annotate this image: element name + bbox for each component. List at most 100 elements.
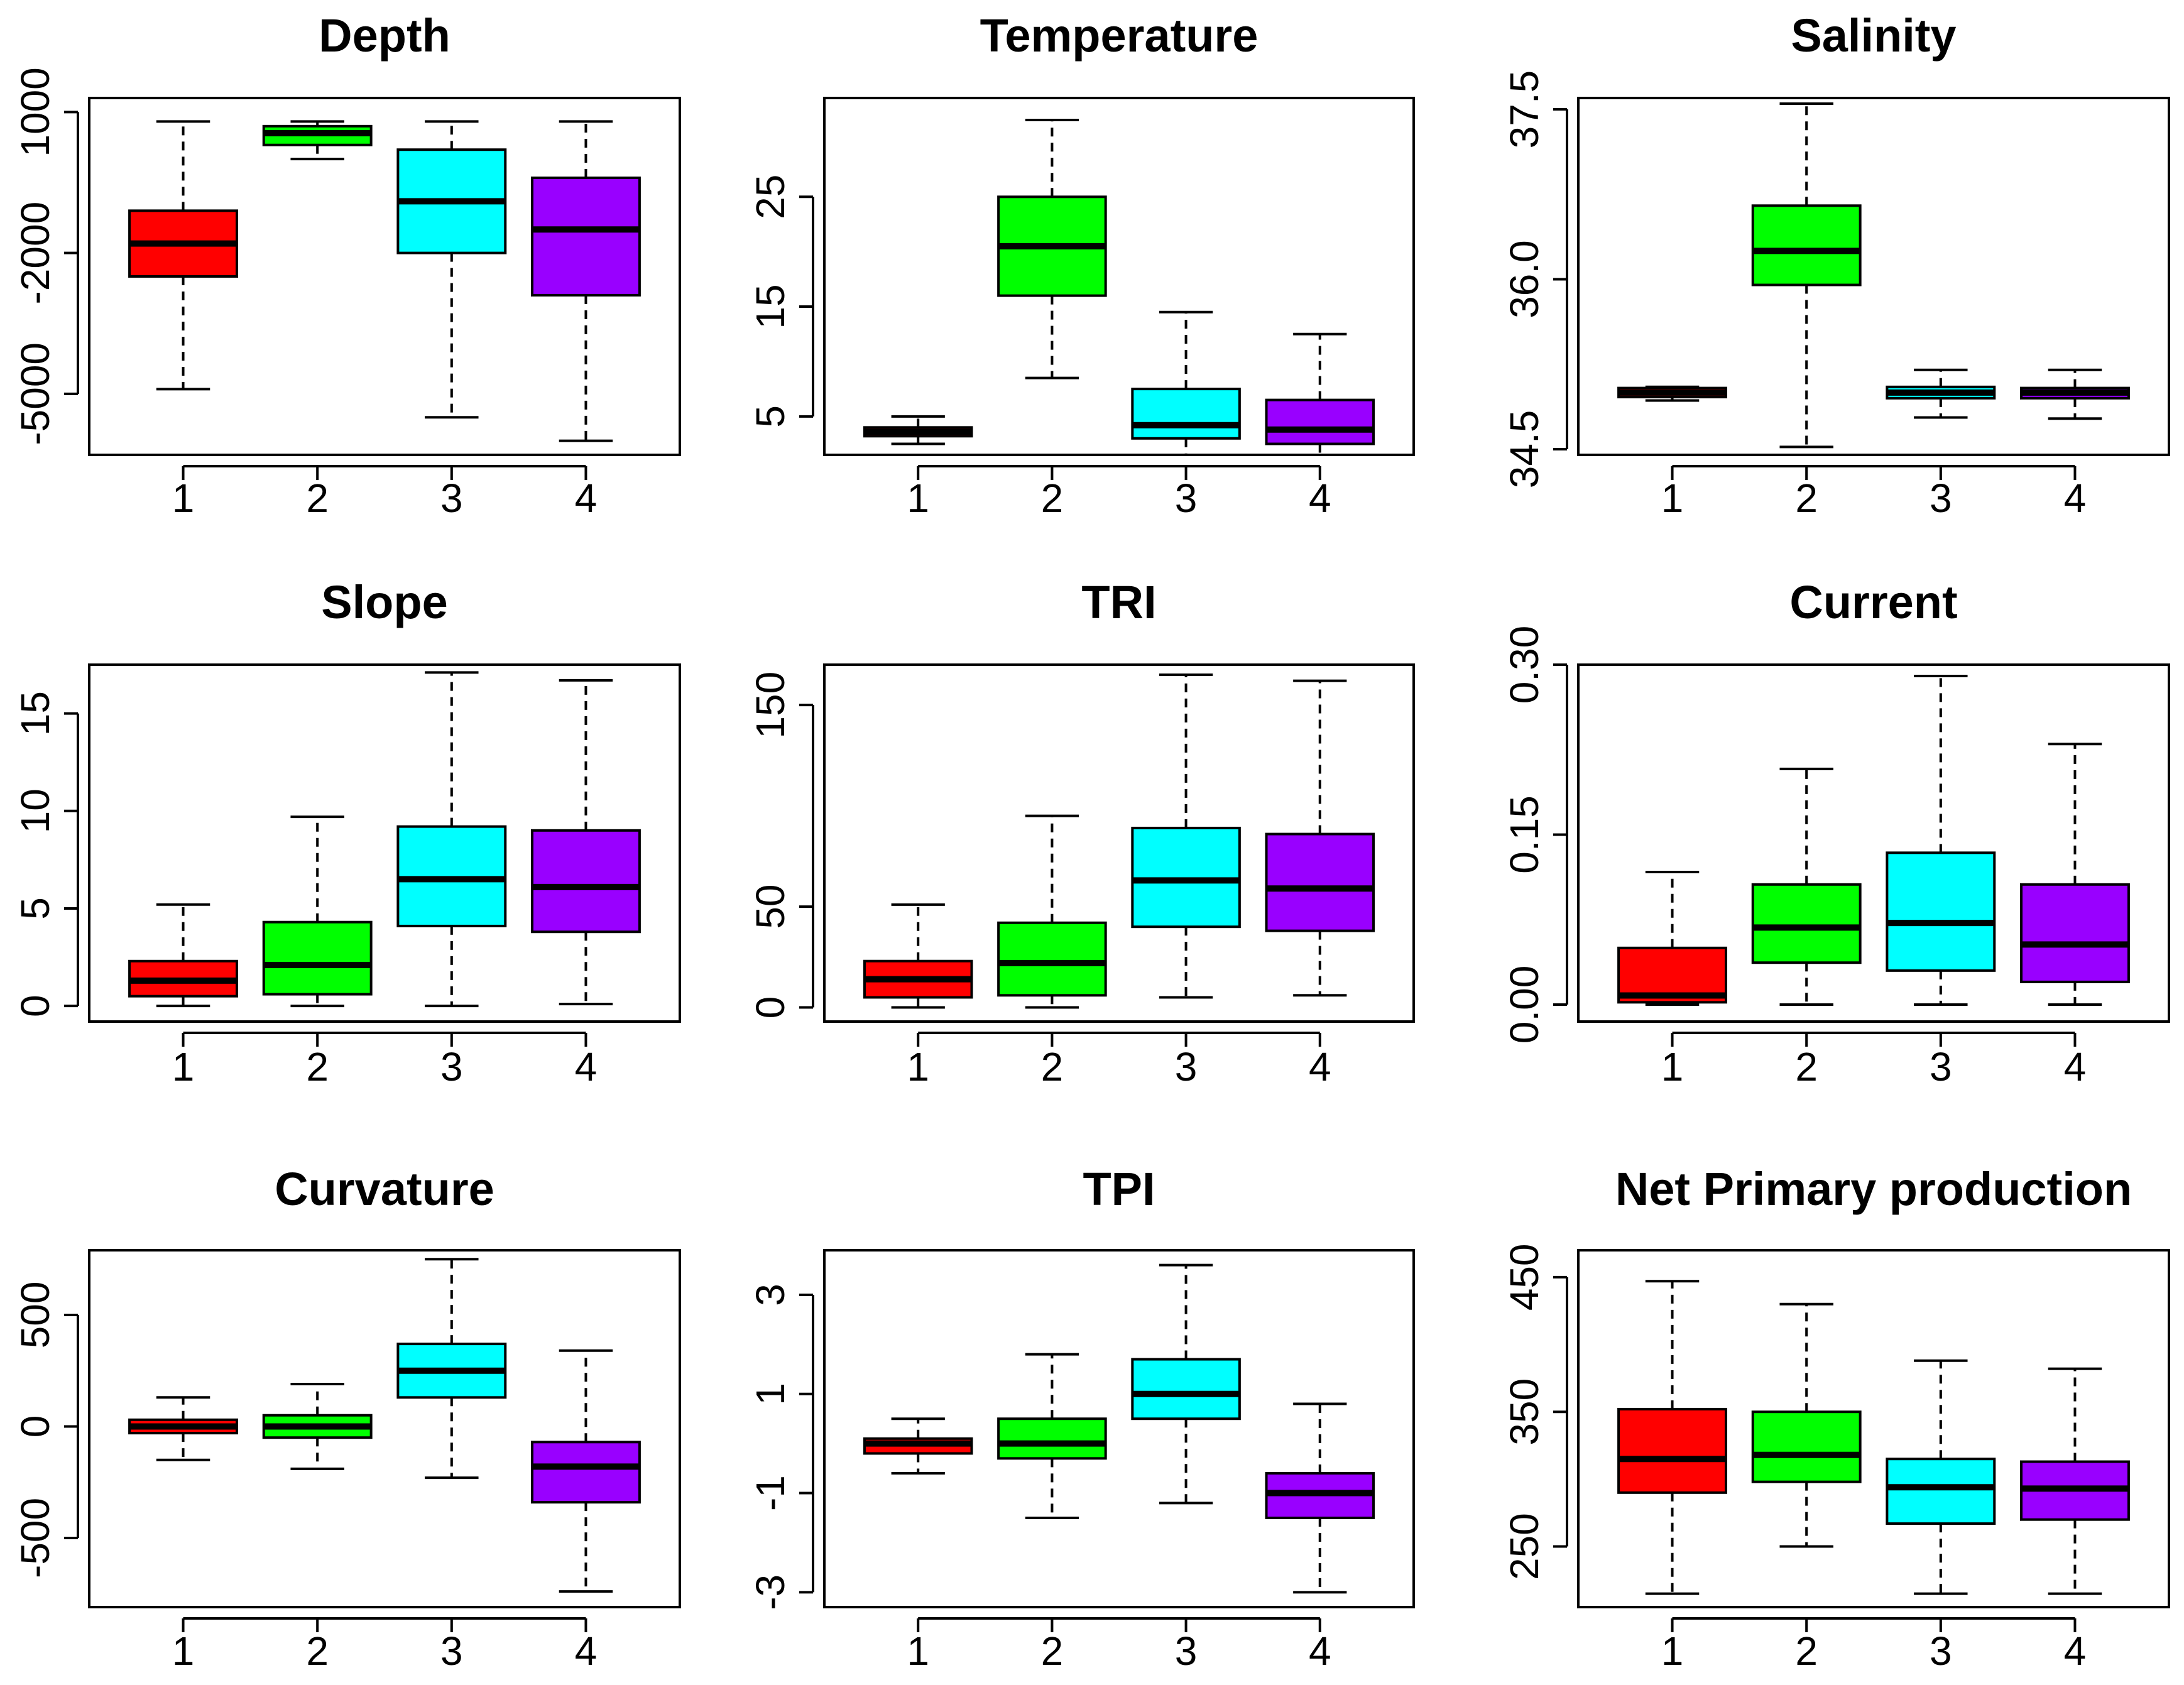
y-tick-label: 34.5 bbox=[1502, 410, 1547, 489]
iqr-box bbox=[2020, 883, 2130, 983]
iqr-box bbox=[1751, 204, 1862, 286]
iqr-box bbox=[1131, 1358, 1241, 1421]
box-group-1 bbox=[1617, 385, 1727, 402]
box-group-4 bbox=[531, 1349, 641, 1593]
plot-frame bbox=[1577, 97, 2170, 456]
x-tick-label: 3 bbox=[1175, 1044, 1198, 1089]
x-tick-label: 3 bbox=[440, 1044, 463, 1089]
x-tick-label: 4 bbox=[575, 1628, 598, 1674]
iqr-box bbox=[1751, 1410, 1862, 1483]
panel-8: TPI 1 2 3 4 -3 -1 1 3 bbox=[748, 1163, 1415, 1674]
box-group-3 bbox=[1131, 1263, 1241, 1505]
box-group-2 bbox=[997, 1353, 1107, 1519]
plot-frame bbox=[88, 97, 681, 456]
y-tick-label: 450 bbox=[1502, 1243, 1547, 1311]
x-tick-label: 4 bbox=[2064, 476, 2087, 521]
panel-title: TRI bbox=[1081, 576, 1156, 628]
plot-frame bbox=[88, 1249, 681, 1608]
panel-title: Curvature bbox=[275, 1163, 494, 1215]
box-group-1 bbox=[1617, 870, 1727, 1006]
y-tick-label: 0.00 bbox=[1502, 966, 1547, 1044]
box-group-2 bbox=[262, 120, 373, 161]
x-tick-label: 4 bbox=[1309, 476, 1331, 521]
iqr-box bbox=[997, 1417, 1107, 1460]
y-tick-label: 5 bbox=[13, 897, 58, 920]
box-group-4 bbox=[2020, 368, 2130, 420]
box-group-3 bbox=[396, 1258, 507, 1480]
iqr-box bbox=[531, 1441, 641, 1504]
x-tick-label: 1 bbox=[907, 1628, 929, 1674]
y-tick-label: 36.0 bbox=[1502, 240, 1547, 319]
y-tick-label: 3 bbox=[748, 1284, 793, 1306]
panel-title: Salinity bbox=[1791, 9, 1956, 62]
y-tick-label: 0.15 bbox=[1502, 795, 1547, 874]
panel-7: Curvature 1 2 3 4 -500 0 500 bbox=[13, 1163, 681, 1674]
x-tick-label: 2 bbox=[1041, 476, 1064, 521]
iqr-box bbox=[531, 829, 641, 934]
box-group-2 bbox=[262, 815, 373, 1008]
box-group-3 bbox=[396, 120, 507, 419]
box-group-4 bbox=[531, 679, 641, 1006]
y-tick-label: 1000 bbox=[13, 67, 58, 156]
box-group-3 bbox=[1131, 673, 1241, 999]
y-tick-label: 15 bbox=[748, 284, 793, 329]
y-tick-label: 15 bbox=[13, 691, 58, 736]
plot-frame bbox=[1577, 663, 2170, 1023]
x-tick-label: 4 bbox=[2064, 1044, 2087, 1089]
y-tick-label: 1 bbox=[748, 1383, 793, 1405]
panel-2: Temperature 1 2 3 4 5 15 25 bbox=[748, 9, 1415, 521]
iqr-box bbox=[997, 921, 1107, 997]
panel-9: Net Primary production 1 2 3 4 250 350 450 bbox=[1502, 1163, 2170, 1674]
x-tick-label: 2 bbox=[1041, 1628, 1064, 1674]
iqr-box bbox=[1131, 388, 1241, 440]
x-tick-label: 2 bbox=[306, 1628, 329, 1674]
box-group-2 bbox=[997, 118, 1107, 379]
y-tick-label: 0 bbox=[13, 995, 58, 1017]
panel-6: Current 1 2 3 4 0.00 0.15 0.30 bbox=[1502, 576, 2170, 1089]
x-tick-label: 2 bbox=[1795, 1044, 1818, 1089]
y-tick-label: -3 bbox=[748, 1574, 793, 1610]
x-tick-label: 3 bbox=[440, 476, 463, 521]
y-tick-label: -500 bbox=[13, 1498, 58, 1578]
box-group-3 bbox=[1886, 1359, 1996, 1595]
panel-title: Depth bbox=[319, 9, 450, 62]
iqr-box bbox=[1265, 398, 1375, 445]
iqr-box bbox=[1886, 1458, 1996, 1525]
y-tick-label: -5000 bbox=[13, 342, 58, 445]
box-group-1 bbox=[128, 903, 238, 1008]
plot-frame bbox=[823, 97, 1415, 456]
box-group-1 bbox=[128, 1396, 238, 1461]
y-tick-label: 0 bbox=[13, 1415, 58, 1438]
plot-frame bbox=[823, 1249, 1415, 1608]
x-tick-label: 4 bbox=[1309, 1044, 1331, 1089]
y-tick-label: 25 bbox=[748, 175, 793, 219]
box-group-1 bbox=[863, 415, 973, 445]
iqr-box bbox=[1886, 851, 1996, 972]
panel-title: Temperature bbox=[980, 9, 1259, 62]
x-tick-label: 3 bbox=[1930, 476, 1952, 521]
box-group-2 bbox=[997, 814, 1107, 1009]
x-tick-label: 1 bbox=[172, 1044, 195, 1089]
y-tick-label: 37.5 bbox=[1502, 70, 1547, 149]
plot-frame bbox=[823, 663, 1415, 1023]
x-tick-label: 1 bbox=[172, 476, 195, 521]
box-group-3 bbox=[1886, 675, 1996, 1006]
panel-title: TPI bbox=[1083, 1163, 1155, 1215]
panel-1: Depth 1 2 3 4 -5000 -2000 1000 bbox=[13, 9, 681, 521]
panel-5: TRI 1 2 3 4 0 50 150 bbox=[748, 576, 1415, 1089]
x-tick-label: 1 bbox=[1661, 1628, 1684, 1674]
box-group-2 bbox=[1751, 1302, 1862, 1548]
y-tick-label: 0 bbox=[748, 996, 793, 1019]
y-tick-label: -1 bbox=[748, 1475, 793, 1511]
box-group-2 bbox=[262, 1383, 373, 1470]
box-group-4 bbox=[1265, 1402, 1375, 1594]
box-group-3 bbox=[396, 671, 507, 1008]
x-tick-label: 4 bbox=[575, 1044, 598, 1089]
plot-frame bbox=[88, 663, 681, 1023]
box-group-2 bbox=[1751, 102, 1862, 449]
box-group-1 bbox=[1617, 1280, 1727, 1595]
x-tick-label: 4 bbox=[1309, 1628, 1331, 1674]
x-tick-label: 2 bbox=[1041, 1044, 1064, 1089]
x-tick-label: 2 bbox=[1795, 476, 1818, 521]
box-group-1 bbox=[863, 903, 973, 1009]
